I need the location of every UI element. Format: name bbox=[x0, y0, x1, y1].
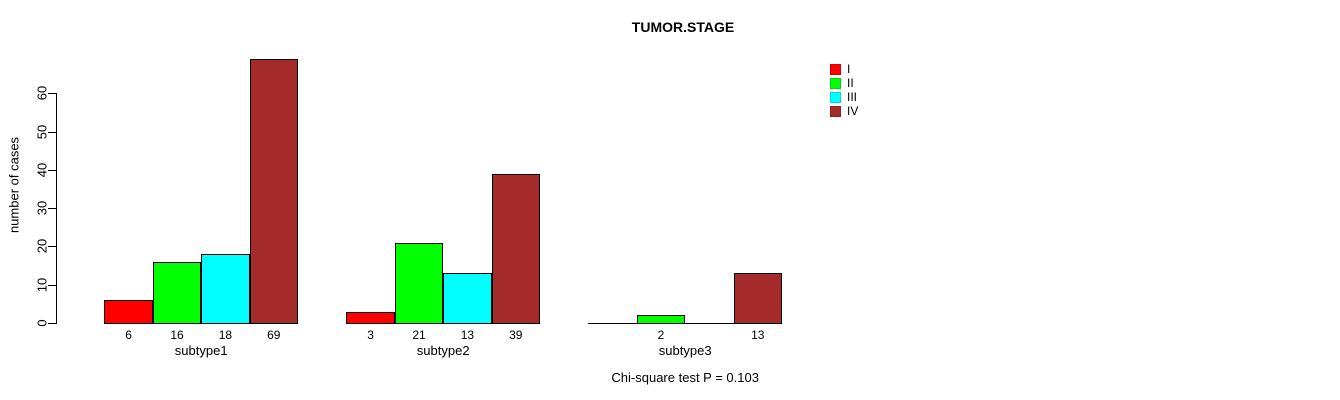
legend-label: I bbox=[847, 62, 851, 76]
bar-value-label: 21 bbox=[412, 328, 426, 342]
category-label-subtype2: subtype2 bbox=[416, 343, 470, 358]
bar-value-label: 39 bbox=[509, 328, 523, 342]
bar-value-label: 16 bbox=[170, 328, 184, 342]
bar-subtype1-stage-I bbox=[104, 300, 153, 324]
legend-label: III bbox=[847, 90, 858, 104]
category-label-subtype3: subtype3 bbox=[658, 343, 712, 358]
bar-subtype3-stage-IV bbox=[733, 273, 782, 324]
bar-subtype1-stage-III bbox=[201, 254, 250, 324]
chart-title: TUMOR.STAGE bbox=[631, 19, 735, 35]
y-axis-tick bbox=[48, 246, 56, 248]
legend-item-I: I bbox=[830, 62, 858, 76]
bar-value-label: 6 bbox=[125, 328, 132, 342]
bar-value-label: 69 bbox=[267, 328, 281, 342]
chi-square-annotation: Chi-square test P = 0.103 bbox=[611, 370, 759, 385]
y-axis-tick-label: 10 bbox=[34, 277, 50, 292]
bar-value-label: 13 bbox=[751, 328, 765, 342]
bar-subtype2-stage-III bbox=[443, 273, 492, 324]
bar-subtype3-stage-I bbox=[588, 323, 637, 324]
legend-swatch-icon bbox=[830, 77, 841, 89]
y-axis-label: number of cases bbox=[6, 136, 22, 234]
y-axis-tick-label: 30 bbox=[34, 200, 50, 216]
bar-subtype1-stage-IV bbox=[249, 59, 298, 324]
bar-value-label: 18 bbox=[218, 328, 233, 342]
y-axis-tick-label: 60 bbox=[34, 85, 50, 101]
y-axis-tick-label: 40 bbox=[34, 162, 50, 178]
legend: I II III IV bbox=[830, 62, 858, 118]
bar-value-label: 13 bbox=[460, 328, 475, 342]
y-axis-tick bbox=[48, 323, 56, 324]
bar-subtype1-stage-II bbox=[152, 262, 202, 324]
bar-value-label: 3 bbox=[367, 328, 374, 342]
bar-subtype2-stage-II bbox=[394, 243, 444, 324]
y-axis-tick bbox=[48, 131, 56, 133]
bar-value-label: 2 bbox=[657, 328, 665, 342]
legend-swatch-icon bbox=[830, 63, 841, 75]
legend-item-IV: IV bbox=[830, 104, 858, 118]
bar-subtype3-stage-III bbox=[685, 323, 734, 324]
y-axis-tick bbox=[48, 284, 56, 286]
y-axis-tick-label: 50 bbox=[34, 124, 50, 139]
y-axis-tick bbox=[48, 208, 56, 210]
y-axis-tick-label: 0 bbox=[34, 319, 50, 327]
category-label-subtype1: subtype1 bbox=[174, 343, 228, 358]
legend-label: IV bbox=[847, 104, 859, 118]
y-axis-tick bbox=[48, 169, 56, 171]
legend-swatch-icon bbox=[830, 91, 841, 103]
legend-item-III: III bbox=[830, 90, 858, 104]
legend-label: II bbox=[847, 76, 854, 90]
bar-subtype3-stage-II bbox=[636, 315, 686, 324]
legend-swatch-icon bbox=[830, 105, 841, 117]
y-axis-line bbox=[56, 93, 57, 324]
y-axis-tick bbox=[48, 93, 56, 95]
legend-item-II: II bbox=[830, 76, 858, 90]
bar-subtype2-stage-IV bbox=[491, 174, 540, 324]
bar-subtype2-stage-I bbox=[346, 312, 395, 324]
y-axis-tick-label: 20 bbox=[34, 239, 50, 254]
